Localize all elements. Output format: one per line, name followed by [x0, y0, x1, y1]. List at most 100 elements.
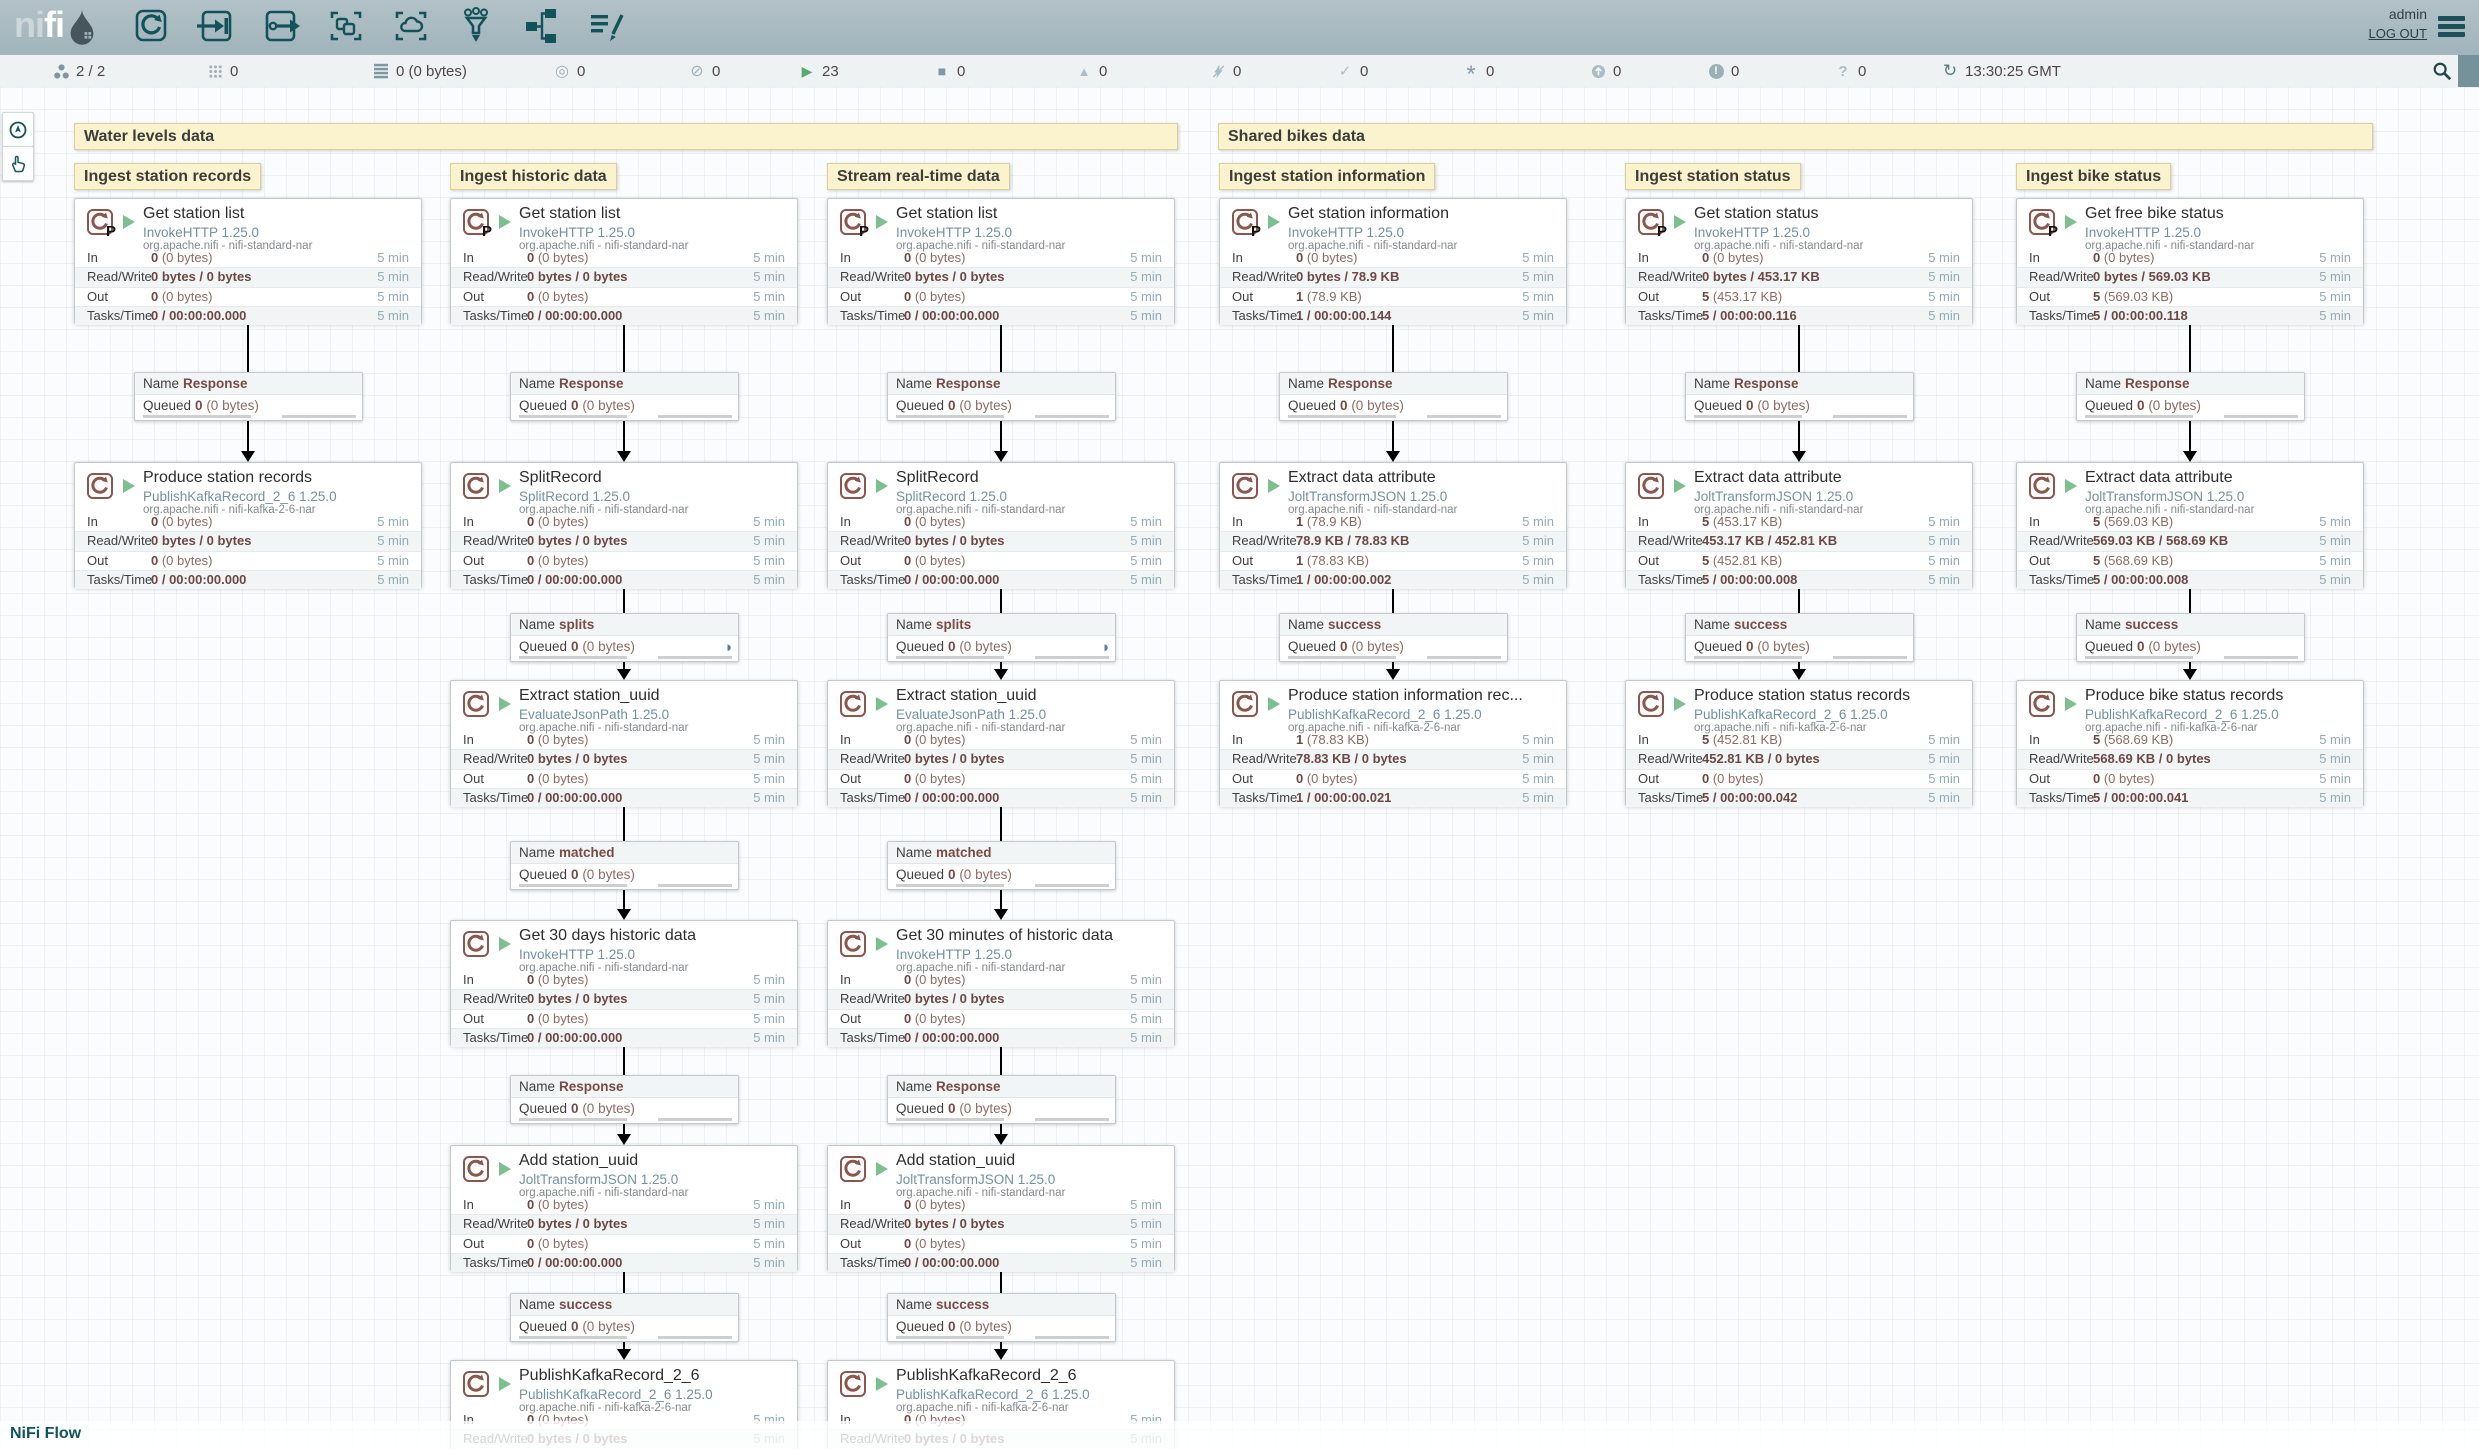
remote-process-group-component-button[interactable]	[390, 7, 432, 49]
global-menu-button[interactable]	[2438, 16, 2465, 40]
processor[interactable]: Produce station status records PublishKa…	[1625, 680, 1973, 807]
connection-label[interactable]: Name success Queued 0 (0 bytes)	[887, 1293, 1116, 1342]
column-label[interactable]: Ingest station records	[74, 163, 262, 190]
input-port-component-button[interactable]	[195, 7, 237, 49]
processor[interactable]: Add station_uuid JoltTransformJSON 1.25.…	[450, 1145, 798, 1272]
processor-icon	[461, 208, 491, 243]
connection-label[interactable]: Name success Queued 0 (0 bytes)	[510, 1293, 739, 1342]
running-status-icon	[876, 215, 888, 229]
queue-size-bar	[1035, 1336, 1109, 1339]
connection-label[interactable]: Name splits Queued 0 (0 bytes) ◑	[887, 613, 1116, 662]
stat-value-detail: (0 bytes)	[911, 770, 966, 786]
processor[interactable]: Produce station records PublishKafkaReco…	[74, 462, 422, 589]
stat-value: 1	[1296, 552, 1304, 568]
processor-type: SplitRecord 1.25.0	[519, 489, 631, 504]
stat-value: 5	[1702, 288, 1710, 304]
stat-label: Out	[87, 288, 108, 304]
processor-component-button[interactable]	[130, 7, 172, 49]
stat-window: 5 min	[753, 1235, 785, 1251]
stat-value: 5	[2093, 552, 2101, 568]
stat-row: Out 0 (0 bytes) 5 min	[828, 551, 1174, 570]
connection-label[interactable]: Name Response Queued 0 (0 bytes)	[510, 1075, 739, 1124]
processor[interactable]: SplitRecord SplitRecord 1.25.0 org.apach…	[827, 462, 1175, 589]
stat-row: Out 0 (0 bytes) 5 min	[451, 1234, 797, 1253]
stat-value: 0	[904, 1412, 912, 1427]
processor-icon	[1636, 472, 1666, 507]
connection-label[interactable]: Name Response Queued 0 (0 bytes)	[1685, 372, 1914, 421]
processor-type: JoltTransformJSON 1.25.0	[1694, 489, 1854, 504]
connection-label[interactable]: Name Response Queued 0 (0 bytes)	[887, 1075, 1116, 1124]
column-label[interactable]: Stream real-time data	[827, 163, 1010, 190]
search-button[interactable]	[2429, 59, 2455, 83]
stat-value: 0	[527, 770, 535, 786]
funnel-component-button[interactable]	[455, 6, 497, 49]
connection-label[interactable]: Name success Queued 0 (0 bytes)	[1279, 613, 1508, 662]
stat-row: Read/Write0 bytes / 0 bytes 5 min	[451, 531, 797, 551]
processor[interactable]: P Get station information InvokeHTTP 1.2…	[1219, 198, 1567, 325]
status-disabled-count: 0	[1233, 62, 1242, 80]
name-label: Name	[896, 1297, 933, 1312]
connection-label[interactable]: Name success Queued 0 (0 bytes)	[1685, 613, 1914, 662]
processor[interactable]: Produce station information rec... Publi…	[1219, 680, 1567, 807]
processor[interactable]: SplitRecord SplitRecord 1.25.0 org.apach…	[450, 462, 798, 589]
template-component-button[interactable]	[520, 7, 562, 49]
group-label[interactable]: Shared bikes data	[1218, 123, 2373, 150]
connection-label[interactable]: Name matched Queued 0 (0 bytes)	[510, 841, 739, 890]
processor-bundle: org.apache.nifi - nifi-standard-nar	[143, 240, 313, 252]
processor[interactable]: Get 30 days historic data InvokeHTTP 1.2…	[450, 920, 798, 1047]
connection-label[interactable]: Name Response Queued 0 (0 bytes)	[134, 372, 363, 421]
navigate-palette-button[interactable]	[2, 112, 34, 147]
running-status-icon	[123, 215, 135, 229]
connection-label[interactable]: Name splits Queued 0 (0 bytes) ◑	[510, 613, 739, 662]
processor[interactable]: P Get station list InvokeHTTP 1.25.0 org…	[450, 198, 798, 325]
logout-link[interactable]: LOG OUT	[2368, 26, 2427, 41]
stat-value: 0 bytes / 0 bytes	[904, 991, 1005, 1007]
search-icon	[2433, 62, 2452, 81]
group-label[interactable]: Water levels data	[74, 123, 1178, 150]
status-invalid: ▲ 0	[1075, 55, 1108, 87]
stat-row: Out 5 (568.69 KB) 5 min	[2017, 551, 2363, 570]
operate-palette-button[interactable]	[2, 146, 34, 181]
processor[interactable]: P Get station status InvokeHTTP 1.25.0 o…	[1625, 198, 1973, 325]
processor[interactable]: Produce bike status records PublishKafka…	[2016, 680, 2364, 807]
processor[interactable]: Add station_uuid JoltTransformJSON 1.25.…	[827, 1145, 1175, 1272]
refresh-status[interactable]: ↻ 13:30:25 GMT	[1941, 55, 2061, 87]
connection-label[interactable]: Name Response Queued 0 (0 bytes)	[510, 372, 739, 421]
stat-value: 5	[1702, 514, 1710, 529]
processor[interactable]: P Get free bike status InvokeHTTP 1.25.0…	[2016, 198, 2364, 325]
processor[interactable]: P Get station list InvokeHTTP 1.25.0 org…	[74, 198, 422, 325]
stat-row: Out 0 (0 bytes) 5 min	[75, 551, 421, 570]
processor[interactable]: Extract data attribute JoltTransformJSON…	[1625, 462, 1973, 589]
name-label: Name	[519, 376, 556, 391]
status-not-transmitting: ⊘ 0	[688, 55, 720, 87]
breadcrumb[interactable]: NiFi Flow	[10, 1425, 82, 1442]
label-component-button[interactable]	[585, 7, 627, 49]
connection-label[interactable]: Name Response Queued 0 (0 bytes)	[2076, 372, 2305, 421]
flow-canvas[interactable]: Water levels data Shared bikes data Ingest…	[0, 87, 2479, 1449]
stat-value: 78.9 KB / 78.83 KB	[1296, 533, 1410, 549]
stat-label: Tasks/Time	[2029, 571, 2095, 587]
connection-label[interactable]: Name success Queued 0 (0 bytes)	[2076, 613, 2305, 662]
processor[interactable]: Extract data attribute JoltTransformJSON…	[1219, 462, 1567, 589]
column-label[interactable]: Ingest historic data	[450, 163, 617, 190]
connection-queue-row: Queued 0 (0 bytes)	[888, 395, 1115, 420]
output-port-component-button[interactable]	[260, 7, 302, 49]
connection-label[interactable]: Name Response Queued 0 (0 bytes)	[1279, 372, 1508, 421]
search-panel-edge[interactable]	[2458, 55, 2479, 87]
processor[interactable]: Extract data attribute JoltTransformJSON…	[2016, 462, 2364, 589]
connection-label[interactable]: Name Response Queued 0 (0 bytes)	[887, 372, 1116, 421]
processor[interactable]: Extract station_uuid EvaluateJsonPath 1.…	[827, 680, 1175, 807]
connection-label[interactable]: Name matched Queued 0 (0 bytes)	[887, 841, 1116, 890]
stat-value: 1	[1296, 288, 1304, 304]
stat-window: 5 min	[753, 307, 785, 323]
column-label[interactable]: Ingest station status	[1625, 163, 1801, 190]
queued-label: Queued	[143, 398, 192, 413]
processor[interactable]: P Get station list InvokeHTTP 1.25.0 org…	[827, 198, 1175, 325]
column-label[interactable]: Ingest station information	[1219, 163, 1436, 190]
relationship-name: matched	[559, 845, 615, 860]
processor[interactable]: Extract station_uuid EvaluateJsonPath 1.…	[450, 680, 798, 807]
stat-row: In 0 (0 bytes) 5 min	[451, 1195, 797, 1214]
column-label[interactable]: Ingest bike status	[2016, 163, 2172, 190]
process-group-component-button[interactable]	[325, 7, 367, 49]
processor[interactable]: Get 30 minutes of historic data InvokeHT…	[827, 920, 1175, 1047]
